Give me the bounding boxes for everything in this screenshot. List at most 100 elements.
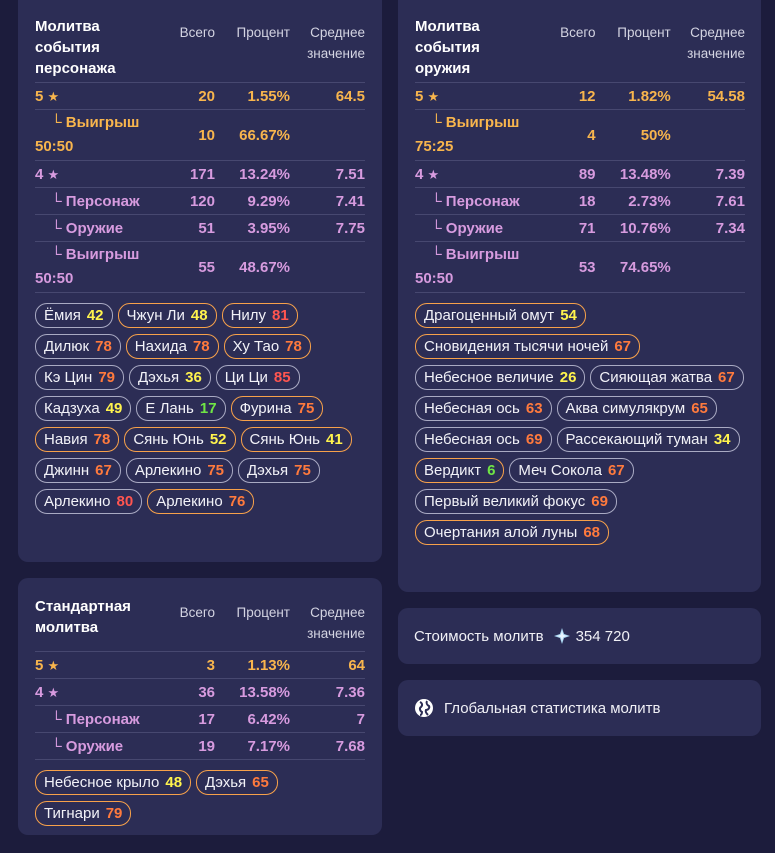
row-percent: 9.29%	[215, 187, 290, 215]
pull-chip[interactable]: Кэ Цин 79	[35, 365, 125, 390]
row-label: └ Оружие	[35, 732, 175, 760]
pull-pity: 76	[228, 493, 246, 510]
row-percent: 7.17%	[215, 732, 290, 760]
pull-chip[interactable]: Кадзуха 49	[35, 396, 132, 421]
row-label-text: └ Персонаж	[431, 192, 520, 210]
pull-chip[interactable]: Чжун Ли 48	[117, 303, 217, 328]
pull-chip[interactable]: Дилюк 78	[35, 334, 121, 359]
row-percent: 13.58%	[215, 678, 290, 706]
table-row: └ Выигрыш 50:50 53 74.65%	[415, 241, 745, 293]
header-total: Всего	[175, 16, 215, 83]
pull-pity: 78	[285, 338, 302, 355]
banner-title-line: события	[415, 39, 480, 56]
standard-banner-table: Стандартная молитва Всего Процент Среднее зна…	[35, 596, 365, 760]
pull-chip[interactable]: Нахида 78	[125, 334, 219, 359]
pull-chip[interactable]: Сянь Юнь 41	[240, 427, 352, 452]
header-average: Среднее значение	[290, 16, 365, 83]
pull-pity: 65	[691, 400, 708, 417]
row-average	[290, 109, 365, 161]
row-percent: 48.67%	[215, 241, 290, 293]
pull-chip[interactable]: Дэхья 65	[196, 770, 278, 795]
pull-pity: 65	[252, 774, 269, 791]
pull-pity: 79	[98, 369, 116, 386]
pull-chip[interactable]: Рассекающий туман 34	[556, 427, 740, 452]
pull-chip[interactable]: Драгоценный омут 54	[415, 303, 586, 328]
pull-chip[interactable]: Небесная ось 69	[415, 427, 552, 452]
row-percent: 13.48%	[595, 160, 671, 188]
pull-name: Дэхья	[205, 774, 247, 791]
header-percent: Процент	[215, 596, 290, 652]
pull-chip[interactable]: Фурина 75	[230, 396, 324, 421]
table-row: 4 ★ 89 13.48% 7.39	[415, 160, 745, 188]
pull-chip[interactable]: Небесное величие 26	[415, 365, 586, 390]
pull-chip[interactable]: Меч Сокола 67	[509, 458, 634, 483]
pull-pity: 48	[165, 774, 183, 791]
row-label: 4 ★	[35, 160, 175, 188]
pull-pity: 67	[718, 369, 735, 386]
pull-chip[interactable]: Вердикт 6	[415, 458, 505, 483]
pull-pity: 80	[116, 493, 134, 510]
pull-chip[interactable]: Арлекино 76	[147, 489, 255, 514]
pull-chip[interactable]: Очертания алой луны 68	[415, 520, 609, 545]
pull-name: Небесное величие	[424, 369, 554, 386]
pull-chip[interactable]: Сянь Юнь 52	[124, 427, 236, 452]
banner-title-line: оружия	[415, 60, 471, 77]
pull-name: Арлекино	[134, 462, 202, 479]
pull-name: Ци Ци	[224, 369, 268, 386]
header-total: Всего	[175, 596, 215, 652]
pull-pity: 85	[273, 369, 291, 386]
pull-chip[interactable]: Навия 78	[35, 427, 120, 452]
row-average	[670, 109, 745, 161]
pull-pity: 48	[190, 307, 208, 324]
pull-chip[interactable]: Е Лань 17	[136, 396, 226, 421]
row-total: 3	[175, 651, 215, 679]
header-average: Среднее значение	[290, 596, 365, 652]
pull-name: Нилу	[230, 307, 267, 324]
pull-name: Первый великий фокус	[424, 493, 586, 510]
pull-name: Джинн	[44, 462, 90, 479]
pull-chip[interactable]: Арлекино 75	[125, 458, 234, 483]
row-label-text: └ Оружие	[51, 219, 124, 237]
weapon-banner-card: Молитва события оружия Всего Процент Среднее з…	[398, 0, 761, 592]
row-percent: 1.55%	[215, 82, 290, 110]
pull-chip[interactable]: Дэхья 75	[238, 458, 320, 483]
row-label: 5 ★	[35, 651, 175, 679]
wish-cost-card: Стоимость молитв 354 720	[398, 608, 761, 664]
row-total: 17	[175, 705, 215, 733]
row-label-line: └ Выигрыш	[431, 114, 520, 131]
pull-chip[interactable]: Ёмия 42	[35, 303, 113, 328]
row-label-line: 75:25	[415, 138, 454, 155]
pull-chip[interactable]: Сияющая жатва 67	[590, 365, 744, 390]
pull-name: Небесное крыло	[44, 774, 160, 791]
pull-chip[interactable]: Ху Тао 78	[223, 334, 311, 359]
star-icon: ★	[47, 684, 60, 700]
row-label-text: 4	[35, 165, 44, 183]
pull-chip[interactable]: Ци Ци 85	[215, 365, 300, 390]
pull-chip[interactable]: Арлекино 80	[35, 489, 143, 514]
pull-chip[interactable]: Первый великий фокус 69	[415, 489, 617, 514]
pull-pity: 69	[591, 493, 608, 510]
pull-pity: 75	[297, 400, 315, 417]
wish-cost-value: 354 720	[575, 627, 630, 645]
pull-chip[interactable]: Аква симулякрум 65	[556, 396, 717, 421]
pull-chip[interactable]: Нилу 81	[221, 303, 298, 328]
row-label: └ Выигрыш 50:50	[415, 241, 556, 293]
pull-chip[interactable]: Небесное крыло 48	[35, 770, 192, 795]
table-row: 5 ★ 12 1.82% 54.58	[415, 82, 745, 110]
globe-icon	[415, 699, 433, 717]
pull-pity: 78	[93, 431, 111, 448]
pull-name: Небесная ось	[424, 431, 520, 448]
pull-chip[interactable]: Джинн 67	[35, 458, 121, 483]
pull-chip[interactable]: Небесная ось 63	[415, 396, 552, 421]
pull-name: Небесная ось	[424, 400, 520, 417]
pull-chip[interactable]: Тигнари 79	[35, 801, 132, 826]
pull-chip[interactable]: Сновидения тысячи ночей 67	[415, 334, 641, 359]
global-stats-card[interactable]: Глобальная статистика молитв	[398, 680, 761, 736]
row-label: 4 ★	[415, 160, 556, 188]
star-icon: ★	[47, 88, 60, 104]
pull-chip[interactable]: Дэхья 36	[129, 365, 211, 390]
row-total: 53	[555, 241, 596, 293]
table-row: 5 ★ 3 1.13% 64	[35, 651, 365, 679]
global-stats-link[interactable]: Глобальная статистика молитв	[444, 699, 661, 717]
pull-name: Рассекающий туман	[565, 431, 708, 448]
